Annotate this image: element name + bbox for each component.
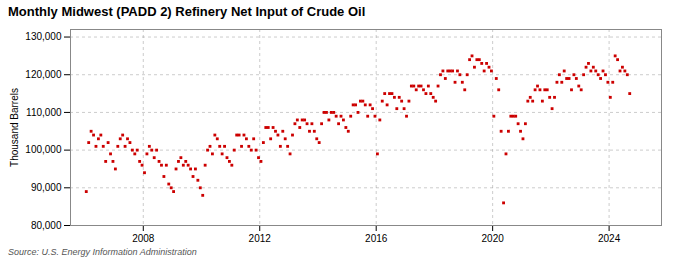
- html-text:Monthly Midwest (PADD 2) Refin: Monthly Midwest (PADD 2) Refinery Net In…: [8, 4, 366, 19]
- svg-text:100,000: 100,000: [25, 144, 62, 155]
- svg-text:130,000: 130,000: [25, 31, 62, 42]
- svg-text:2008: 2008: [132, 233, 155, 244]
- svg-text:Thousand Barrels: Thousand Barrels: [9, 88, 20, 167]
- html-text:Source: U.S. Energy Informatio: Source: U.S. Energy Information Administ…: [8, 247, 197, 257]
- svg-text:80,000: 80,000: [31, 220, 62, 231]
- svg-text:90,000: 90,000: [31, 182, 62, 193]
- svg-text:2012: 2012: [249, 233, 272, 244]
- svg-text:2016: 2016: [365, 233, 388, 244]
- svg-text:110,000: 110,000: [26, 107, 62, 118]
- svg-text:2024: 2024: [598, 233, 621, 244]
- svg-text:120,000: 120,000: [25, 69, 62, 80]
- svg-text:2020: 2020: [482, 233, 505, 244]
